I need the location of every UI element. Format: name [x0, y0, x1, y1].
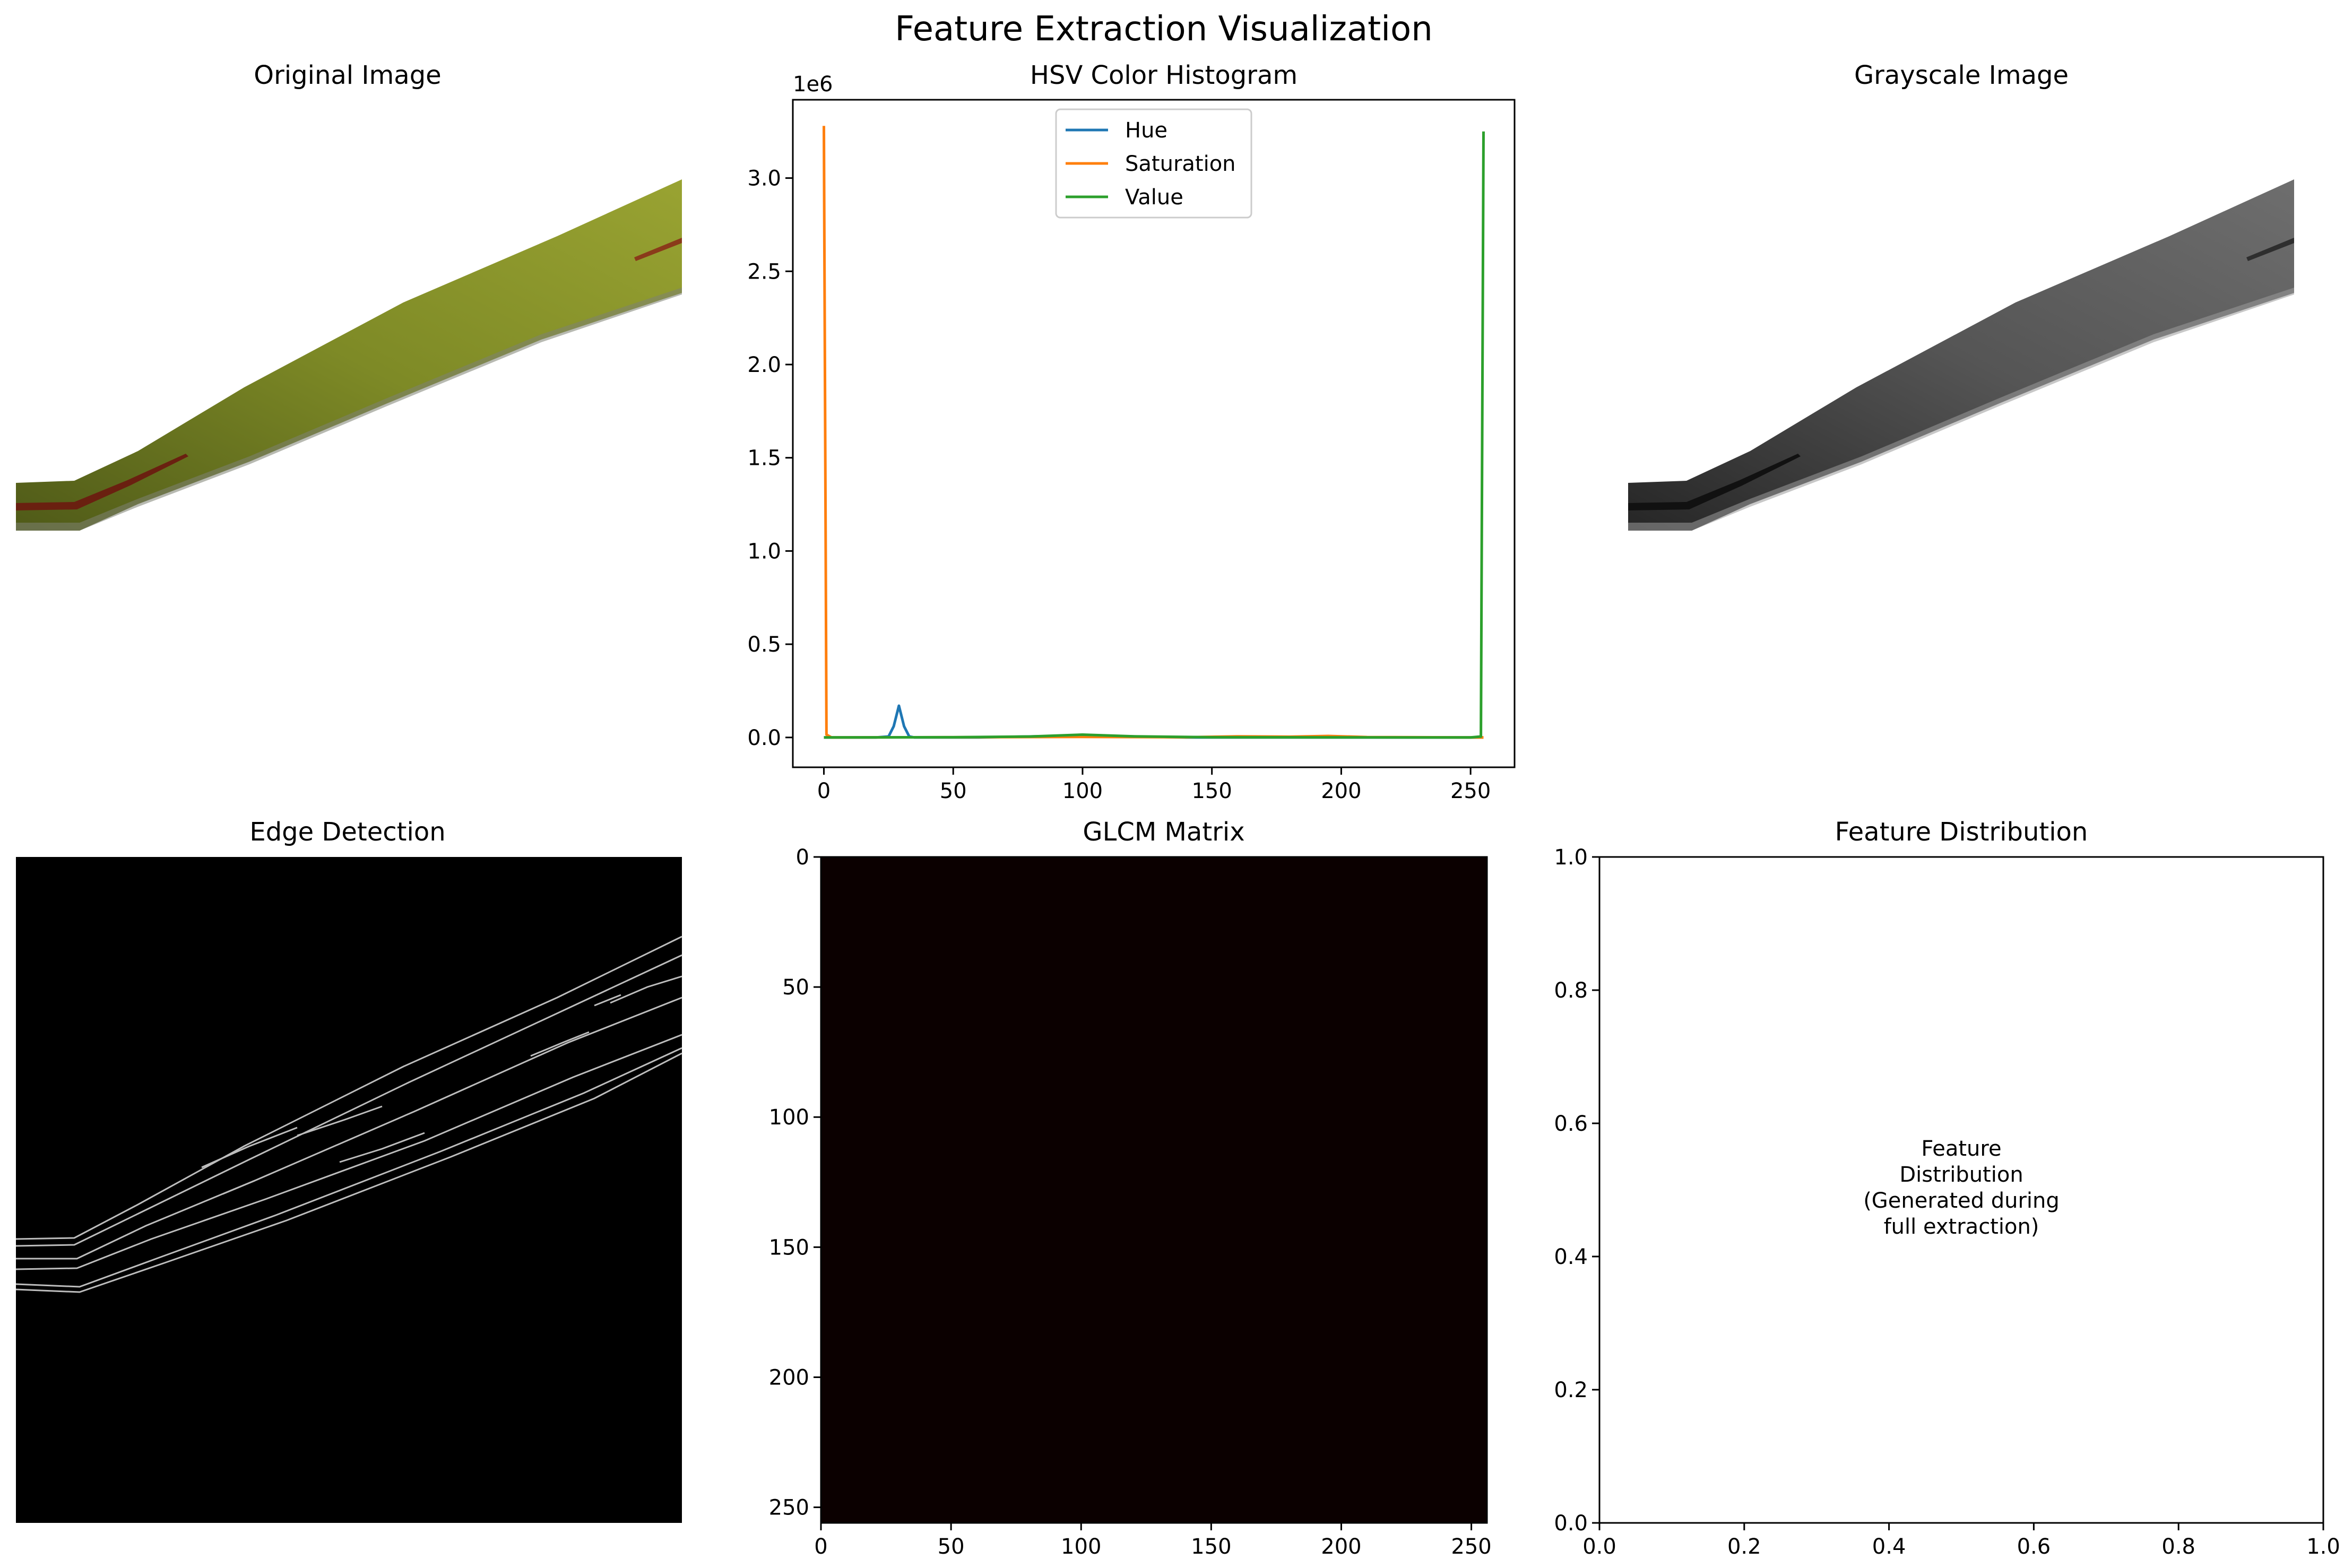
leaf-lesion-right — [634, 238, 682, 261]
panel-hsv-histogram: HSV Color Histogram 0 50 100 150 200 250 0.00… — [747, 60, 1516, 803]
y-tick-label: 200 — [769, 1365, 809, 1390]
x-tick-label: 0.0 — [1582, 1535, 1616, 1559]
distribution-note: Feature Distribution (Generated during f… — [1863, 1137, 2060, 1239]
y-tick-label: 150 — [769, 1235, 809, 1260]
histogram-y-ticks: 0.0 0.5 1.0 1.5 2.0 2.5 3.0 — [747, 167, 793, 750]
panel-title-edges: Edge Detection — [249, 817, 445, 847]
edge-detail-6 — [530, 1031, 590, 1057]
histogram-y-offset-label: 1e6 — [793, 72, 833, 97]
x-tick-label: 250 — [1450, 779, 1491, 803]
grayscale-leaf-edge — [1628, 288, 2294, 531]
y-tick-label: 0.0 — [1554, 1511, 1588, 1536]
edge-contour-bottom — [15, 1047, 682, 1288]
x-tick-label: 0 — [817, 779, 831, 803]
histogram-legend: Hue Saturation Value — [1055, 108, 1252, 219]
glcm-heatmap — [820, 856, 1488, 1524]
y-tick-label: 1.0 — [1554, 845, 1588, 870]
y-tick-label: 1.5 — [747, 446, 781, 471]
x-tick-label: 200 — [1321, 779, 1361, 803]
x-tick-label: 0.6 — [2017, 1535, 2051, 1559]
edge-detail-2 — [297, 1105, 383, 1137]
panel-title-grayscale: Grayscale Image — [1854, 60, 2069, 90]
y-tick-label: 0.5 — [747, 633, 781, 657]
histogram-axes-frame — [792, 99, 1516, 768]
legend-frame — [1055, 108, 1252, 219]
panel-edge-detection: Edge Detection — [15, 817, 682, 1523]
edge-detail-1 — [201, 1127, 298, 1168]
legend-label-value: Value — [1125, 185, 1183, 210]
x-tick-label: 0 — [814, 1535, 827, 1559]
edge-lines — [15, 935, 682, 1293]
y-tick-label: 3.0 — [747, 167, 781, 191]
distribution-note-line-2: Distribution — [1899, 1163, 2023, 1187]
distribution-note-line-4: full extraction) — [1884, 1215, 2039, 1239]
edge-image-background — [16, 857, 682, 1523]
panel-feature-distribution: Feature Distribution 0.0 0.2 0.4 0.6 0.8 1.0 … — [1554, 817, 2340, 1559]
grayscale-leaf-image — [1628, 179, 2294, 531]
y-tick-label: 1.0 — [747, 539, 781, 564]
x-tick-label: 100 — [1061, 1535, 1101, 1559]
leaf-edge-shadow — [16, 288, 682, 531]
distribution-axes-frame — [1598, 856, 2324, 1524]
histogram-x-ticks: 0 50 100 150 200 250 — [817, 767, 1491, 803]
panel-original-image: Original Image — [16, 60, 682, 531]
x-tick-label: 150 — [1191, 779, 1232, 803]
x-tick-label: 0.8 — [2161, 1535, 2195, 1559]
x-tick-label: 200 — [1321, 1535, 1361, 1559]
distribution-note-line-1: Feature — [1921, 1137, 2001, 1161]
edge-detail-4 — [339, 1132, 425, 1163]
y-tick-label: 0.8 — [1554, 978, 1588, 1003]
grayscale-lesion-left — [1628, 454, 1801, 510]
grayscale-lesion-right — [2246, 238, 2294, 261]
x-tick-label: 150 — [1191, 1535, 1231, 1559]
y-tick-label: 0.4 — [1554, 1245, 1588, 1269]
panel-title-original: Original Image — [254, 60, 441, 90]
x-tick-label: 250 — [1451, 1535, 1491, 1559]
legend-label-hue: Hue — [1125, 118, 1167, 143]
y-tick-label: 0.0 — [747, 726, 781, 750]
panel-glcm-matrix: GLCM Matrix 0 50 100 150 200 250 0 50 100 150 200… — [769, 817, 1492, 1559]
x-tick-label: 0.4 — [1872, 1535, 1906, 1559]
panel-title-histogram: HSV Color Histogram — [1030, 60, 1298, 90]
y-tick-label: 100 — [769, 1105, 809, 1130]
y-tick-label: 0 — [796, 845, 809, 870]
y-tick-label: 2.0 — [747, 353, 781, 377]
x-tick-label: 50 — [938, 1535, 965, 1559]
edge-detail-7 — [594, 994, 621, 1007]
x-tick-label: 1.0 — [2306, 1535, 2340, 1559]
edge-contour-base — [15, 1052, 682, 1293]
distribution-x-ticks: 0.0 0.2 0.4 0.6 0.8 1.0 — [1582, 1523, 2340, 1559]
y-tick-label: 0.6 — [1554, 1112, 1588, 1136]
x-tick-label: 100 — [1062, 779, 1103, 803]
distribution-y-ticks: 0.0 0.2 0.4 0.6 0.8 1.0 — [1554, 845, 1599, 1536]
histogram-lines — [823, 126, 1485, 739]
leaf-lesion-left — [16, 454, 188, 510]
figure-suptitle: Feature Extraction Visualization — [895, 10, 1433, 49]
glcm-y-ticks: 0 50 100 150 200 250 — [769, 845, 821, 1520]
edge-contour-top — [15, 935, 682, 1240]
legend-label-saturation: Saturation — [1125, 152, 1236, 176]
leaf-image — [16, 179, 682, 531]
leaf-blade — [16, 179, 682, 531]
panel-grayscale-image: Grayscale Image — [1628, 60, 2294, 531]
x-tick-label: 50 — [940, 779, 967, 803]
y-tick-label: 0.2 — [1554, 1378, 1588, 1402]
glcm-x-ticks: 0 50 100 150 200 250 — [814, 1523, 1492, 1559]
edge-detail-5 — [222, 1180, 255, 1195]
grayscale-leaf-blade — [1628, 179, 2294, 531]
edge-contour-upper — [15, 954, 682, 1247]
edge-detail-3 — [610, 975, 682, 1004]
series-line-value — [824, 131, 1485, 739]
y-tick-label: 50 — [782, 975, 809, 1000]
edge-contour-lower — [15, 1034, 682, 1270]
distribution-note-line-3: (Generated during — [1863, 1189, 2060, 1213]
y-tick-label: 2.5 — [747, 259, 781, 284]
y-tick-label: 250 — [769, 1496, 809, 1520]
panel-title-distribution: Feature Distribution — [1835, 817, 2088, 847]
panel-title-glcm: GLCM Matrix — [1083, 817, 1244, 847]
x-tick-label: 0.2 — [1727, 1535, 1761, 1559]
